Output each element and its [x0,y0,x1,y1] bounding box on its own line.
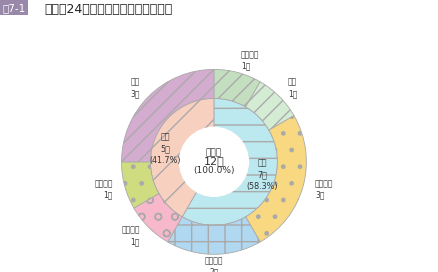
Text: 棄却
7件
(58.3%): 棄却 7件 (58.3%) [246,159,277,191]
Text: 障害等級
3件: 障害等級 3件 [314,179,333,199]
Wedge shape [150,98,213,217]
Wedge shape [245,116,306,242]
Text: 治癒認定
2件: 治癒認定 2件 [204,256,223,272]
Text: 休業補償
1件: 休業補償 1件 [94,179,113,199]
Circle shape [179,127,248,196]
Text: 負傷
3件: 負傷 3件 [130,78,140,98]
Text: 容認
5件
(41.7%): 容認 5件 (41.7%) [149,132,181,165]
Text: 図7-1: 図7-1 [2,3,25,13]
Wedge shape [245,82,293,130]
Wedge shape [182,98,277,225]
Wedge shape [213,69,260,107]
Wedge shape [121,162,159,208]
Text: (100.0%): (100.0%) [193,166,234,175]
Wedge shape [134,194,182,242]
Text: 平成24年度判定事案の内容別内訳: 平成24年度判定事案の内容別内訳 [44,3,172,16]
Text: 福祉事業
1件: 福祉事業 1件 [121,226,140,246]
Text: 精神疾患
1件: 精神疾患 1件 [240,51,259,71]
Text: 総　数: 総 数 [205,149,222,157]
Text: 12件: 12件 [203,156,224,166]
Text: 負傷
1件: 負傷 1件 [287,78,297,98]
Wedge shape [167,217,260,254]
Wedge shape [121,69,213,162]
